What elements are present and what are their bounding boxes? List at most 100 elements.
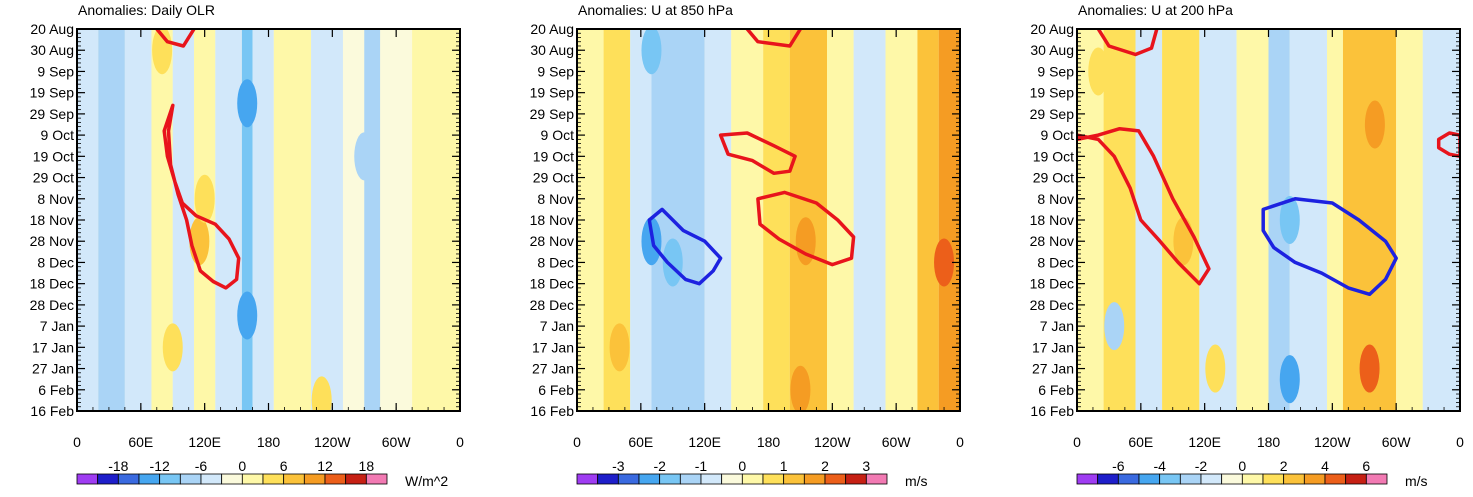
positive-contour — [718, 131, 797, 176]
anomaly-band — [1103, 29, 1136, 411]
colorbar-swatch — [1097, 473, 1119, 485]
y-tick-label: 19 Sep — [530, 85, 575, 101]
positive-contour — [756, 190, 856, 267]
x-tick-label: 0 — [456, 434, 464, 450]
anomaly-patch — [1205, 344, 1226, 393]
y-tick-label: 19 Sep — [1030, 85, 1075, 101]
colorbar-swatch — [200, 473, 223, 485]
colorbar-swatch — [783, 473, 805, 485]
x-tick-label: 120E — [688, 434, 721, 450]
y-tick-label: 18 Nov — [30, 212, 74, 228]
y-tick-label: 19 Sep — [30, 85, 75, 101]
colorbar-swatch — [1117, 473, 1140, 485]
y-tick-label: 17 Jan — [532, 339, 574, 355]
y-tick-label: 29 Sep — [30, 106, 75, 122]
colorbar-label: 2 — [1280, 458, 1288, 474]
y-tick-label: 7 Jan — [40, 318, 74, 334]
anomaly-band — [124, 29, 152, 411]
colorbar-swatch — [1283, 473, 1305, 485]
colorbar-swatch — [803, 473, 826, 485]
y-tick-label: 27 Jan — [1032, 361, 1074, 377]
y-tick-label: 29 Sep — [530, 106, 575, 122]
negative-contour — [647, 207, 723, 286]
colorbar-swatch — [1262, 473, 1285, 485]
x-tick-label: 120W — [1314, 434, 1351, 450]
colorbar-swatch — [262, 473, 285, 485]
panel-title: Anomalies: U at 850 hPa — [578, 2, 733, 18]
colorbar-label: -2 — [653, 458, 666, 474]
x-tick-label: 60E — [128, 434, 153, 450]
positive-contour — [1436, 131, 1460, 159]
colorbar-label: -6 — [195, 458, 208, 474]
anomaly-band — [1396, 29, 1423, 411]
colorbar-label: -12 — [150, 458, 170, 474]
colorbar-swatch — [1076, 473, 1099, 485]
colorbar-label: 2 — [821, 458, 829, 474]
anomaly-patch — [939, 47, 960, 96]
y-tick-label: 8 Nov — [537, 191, 574, 207]
x-tick-label: 120E — [188, 434, 221, 450]
colorbar-swatch — [324, 473, 347, 485]
anomaly-band — [311, 29, 343, 411]
y-tick-label: 16 Feb — [1030, 403, 1074, 419]
anomaly-band — [342, 29, 365, 411]
y-tick-label: 8 Nov — [1037, 191, 1074, 207]
y-tick-label: 18 Dec — [530, 276, 574, 292]
y-tick-label: 17 Jan — [32, 339, 74, 355]
colorbar-swatch — [679, 473, 702, 485]
y-tick-label: 20 Aug — [30, 21, 74, 37]
anomaly-band — [917, 29, 939, 411]
colorbar-label: 0 — [1238, 458, 1246, 474]
anomaly-patch — [237, 291, 258, 340]
x-tick-label: 180 — [757, 434, 781, 450]
colorbar-label: 1 — [780, 458, 788, 474]
anomaly-band — [651, 29, 705, 411]
anomaly-band — [380, 29, 413, 411]
y-tick-label: 19 Oct — [33, 148, 74, 164]
anomaly-band — [215, 29, 242, 411]
y-tick-label: 18 Dec — [30, 276, 74, 292]
x-tick-label: 0 — [1073, 434, 1081, 450]
colorbar-swatch — [659, 473, 681, 485]
colorbar-swatch — [741, 473, 764, 485]
y-tick-label: 9 Sep — [37, 63, 74, 79]
x-tick-label: 120W — [814, 434, 851, 450]
colorbar-swatch — [1365, 473, 1388, 485]
x-tick-label: 0 — [1456, 434, 1464, 450]
y-tick-label: 28 Dec — [30, 297, 74, 313]
y-tick-label: 29 Oct — [33, 170, 74, 186]
y-tick-label: 30 Aug — [530, 42, 574, 58]
y-tick-label: 18 Dec — [1030, 276, 1074, 292]
y-tick-label: 19 Oct — [533, 148, 574, 164]
colorbar: -3 -2 -1 0 1 2 3 m/s — [576, 458, 928, 489]
y-tick-label: 27 Jan — [32, 361, 74, 377]
anomaly-patch — [790, 365, 811, 411]
colorbar-swatch — [762, 473, 785, 485]
colorbar-swatch — [345, 473, 367, 485]
colorbar-swatch — [241, 473, 264, 485]
anomaly-patch — [237, 79, 258, 128]
y-tick-label: 28 Nov — [1030, 233, 1074, 249]
anomaly-band — [1268, 29, 1290, 411]
positive-contour — [155, 29, 196, 48]
anomaly-band — [763, 29, 790, 411]
colorbar-swatch — [221, 473, 243, 485]
colorbar-swatch — [1303, 473, 1326, 485]
anomaly-patch — [1279, 355, 1300, 404]
x-tick-label: 180 — [1257, 434, 1281, 450]
colorbar-label: -3 — [612, 458, 625, 474]
y-tick-label: 29 Oct — [533, 170, 574, 186]
colorbar-label: 12 — [317, 458, 333, 474]
x-tick-label: 0 — [573, 434, 581, 450]
x-tick-label: 180 — [257, 434, 281, 450]
y-tick-label: 6 Feb — [538, 382, 574, 398]
colorbar-swatch — [117, 473, 140, 485]
anomaly-patch — [1359, 344, 1380, 393]
colorbar-swatch — [1159, 473, 1181, 485]
y-tick-label: 7 Jan — [1040, 318, 1074, 334]
x-tick-label: 0 — [73, 434, 81, 450]
